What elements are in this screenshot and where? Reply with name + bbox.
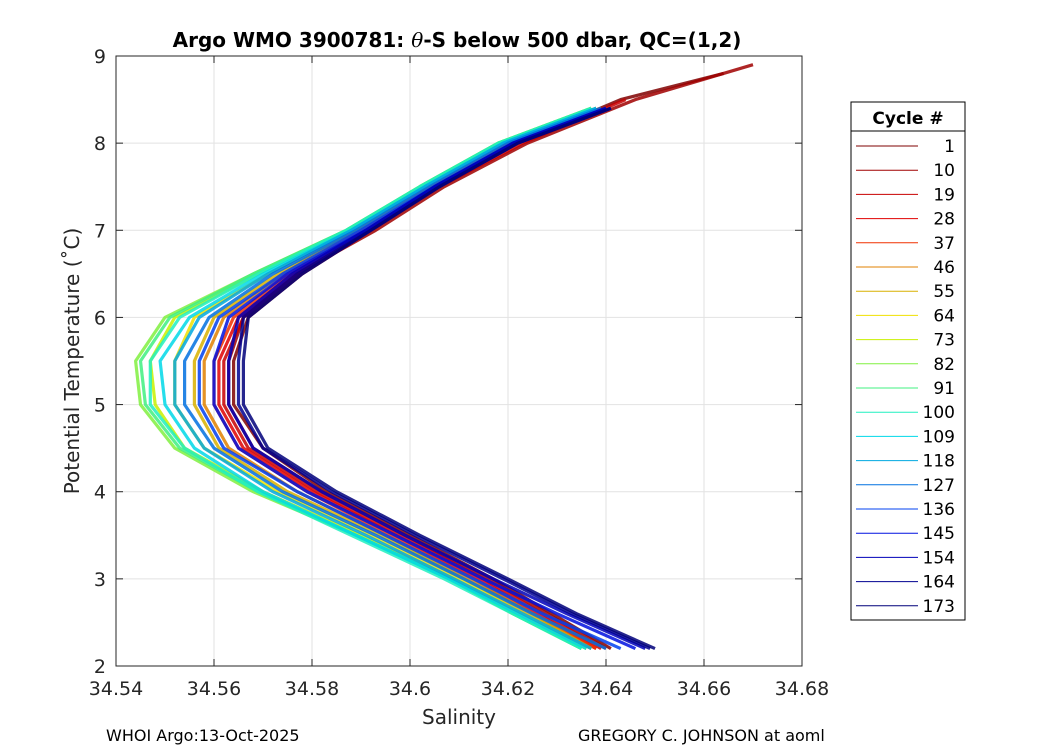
- y-tick-label: 9: [94, 46, 106, 68]
- legend-label-164: 164: [923, 573, 955, 593]
- chart-title-suffix: -S below 500 dbar, QC=(1,2): [423, 28, 741, 52]
- x-tick-label: 34.6: [389, 678, 431, 700]
- legend-label-37: 37: [933, 234, 955, 254]
- legend: Cycle # 1 10 19 28 37 46 55 64 73 82 91 100 109 118 12…: [850, 101, 966, 621]
- x-tick-label: 34.62: [481, 678, 535, 700]
- legend-label-136: 136: [923, 500, 955, 520]
- legend-label-46: 46: [933, 258, 955, 278]
- legend-label-73: 73: [933, 331, 955, 351]
- series-line-cycle-118: [173, 106, 597, 651]
- legend-label-64: 64: [933, 306, 955, 326]
- y-tick-label: 2: [94, 656, 106, 678]
- series-line-cycle-100: [148, 106, 592, 651]
- legend-label-127: 127: [923, 476, 955, 496]
- chart-title-symbol: θ: [411, 28, 423, 52]
- legend-title: Cycle #: [872, 109, 943, 129]
- footer-left: WHOI Argo:13-Oct-2025: [106, 726, 300, 745]
- axis-ticks: 34.54 34.56 34.58 34.6 34.62 34.64 34.66 34.68 2…: [89, 46, 829, 700]
- axes-frame: [115, 55, 803, 667]
- x-tick-label: 34.64: [579, 678, 633, 700]
- legend-label-19: 19: [933, 185, 955, 205]
- y-axis-label: Potential Temperature (˚C): [60, 228, 84, 495]
- legend-label-173: 173: [923, 597, 955, 617]
- y-tick-label: 7: [94, 220, 106, 242]
- y-tick-label: 5: [94, 395, 106, 417]
- legend-label-1: 1: [944, 137, 955, 157]
- x-axis-label: Salinity: [422, 705, 496, 729]
- legend-label-28: 28: [933, 210, 955, 230]
- footer-right: GREGORY C. JOHNSON at aoml: [578, 726, 825, 745]
- x-tick-label: 34.68: [775, 678, 829, 700]
- y-tick-label: 3: [94, 569, 106, 591]
- y-tick-label: 8: [94, 133, 106, 155]
- x-tick-label: 34.54: [89, 678, 143, 700]
- series-lines: [134, 63, 754, 651]
- svg-text:Argo WMO 3900781: θ-S below 50: Argo WMO 3900781: θ-S below 500 dbar, QC…: [173, 28, 742, 52]
- series-line-cycle-173: [241, 106, 656, 651]
- legend-label-145: 145: [923, 524, 955, 544]
- legend-label-109: 109: [923, 427, 955, 447]
- y-tick-label: 6: [94, 307, 106, 329]
- legend-label-154: 154: [923, 548, 955, 568]
- x-tick-label: 34.66: [677, 678, 731, 700]
- legend-label-91: 91: [933, 379, 955, 399]
- legend-label-55: 55: [933, 282, 955, 302]
- y-tick-label: 4: [94, 482, 106, 504]
- legend-label-10: 10: [933, 161, 955, 181]
- legend-label-82: 82: [933, 355, 955, 375]
- series-line-cycle-127: [183, 106, 607, 651]
- legend-label-118: 118: [923, 452, 955, 472]
- x-tick-label: 34.58: [285, 678, 339, 700]
- series-line-cycle-154: [227, 106, 646, 651]
- x-tick-label: 34.56: [187, 678, 241, 700]
- legend-entries: 1 10 19 28 37 46 55 64 73 82 91 100 109 118 127 136 145 1…: [856, 137, 955, 617]
- chart-title: Argo WMO 3900781: θ-S below 500 dbar, QC…: [173, 28, 742, 52]
- chart-title-prefix: Argo WMO 3900781:: [173, 28, 412, 52]
- legend-label-100: 100: [923, 403, 955, 423]
